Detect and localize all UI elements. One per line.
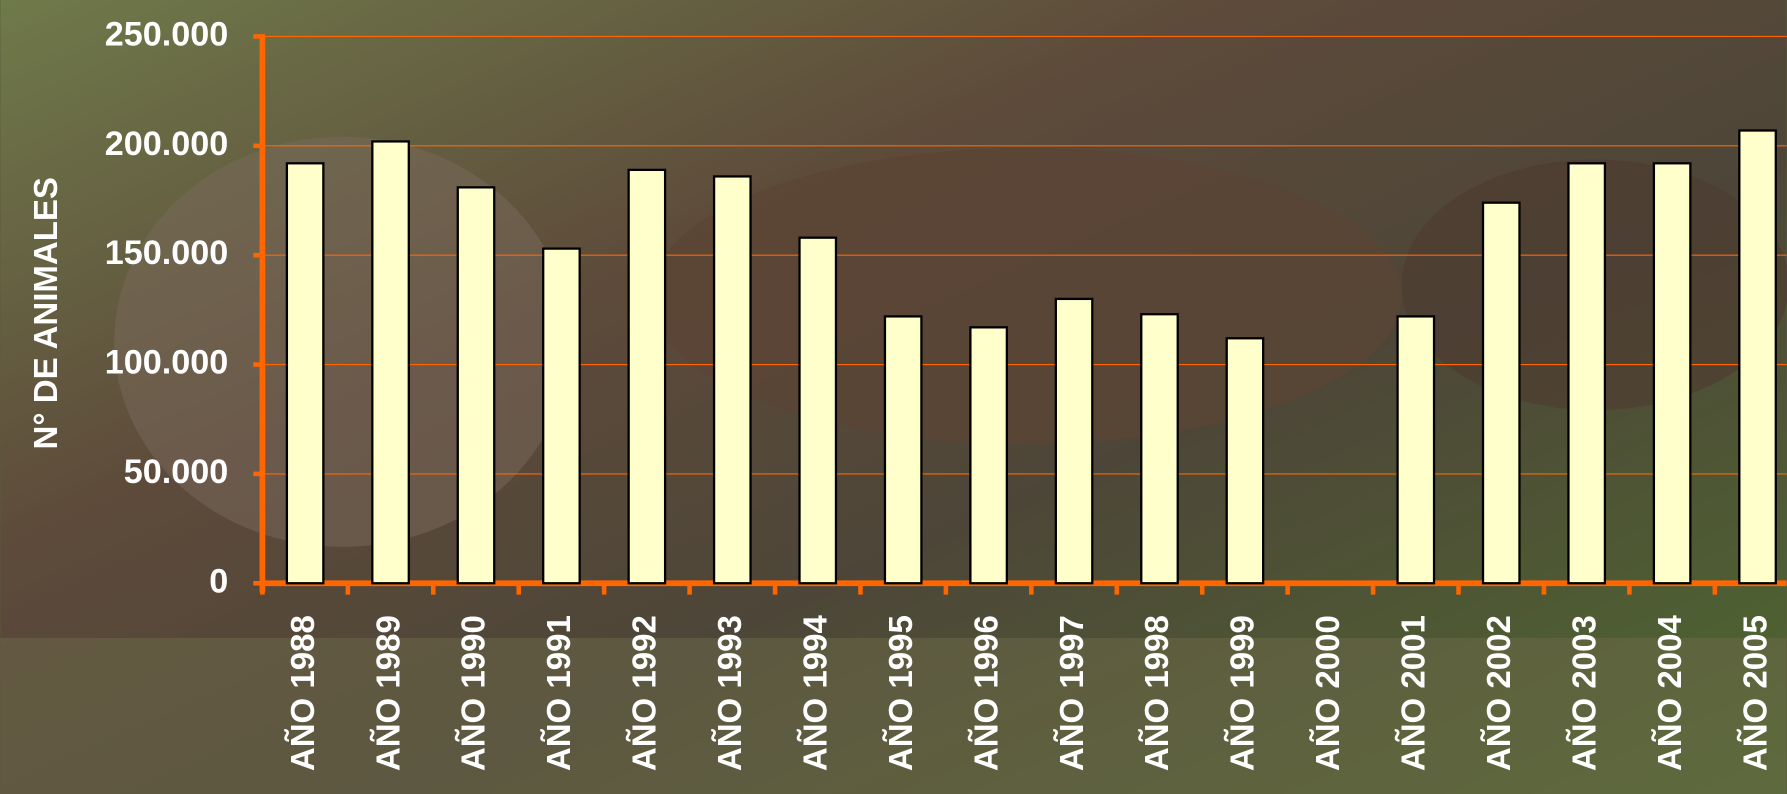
x-tick-label: AÑO 1990 bbox=[455, 615, 492, 771]
bar bbox=[542, 247, 581, 585]
x-tick-label: AÑO 1988 bbox=[284, 615, 321, 771]
bar bbox=[883, 315, 923, 585]
x-tick-label: AÑO 1996 bbox=[967, 615, 1004, 771]
y-tick-label: 0 bbox=[209, 562, 228, 600]
x-tick-label: AÑO 1992 bbox=[626, 615, 663, 771]
bar bbox=[1567, 162, 1607, 585]
y-tick-label: 200.000 bbox=[105, 125, 228, 163]
x-tick-label: AÑO 1993 bbox=[711, 615, 748, 771]
bar bbox=[371, 140, 410, 585]
bar bbox=[1652, 162, 1692, 585]
bar bbox=[1396, 315, 1436, 585]
x-tick-label: AÑO 1989 bbox=[369, 615, 406, 771]
x-tick-label: AÑO 2001 bbox=[1395, 615, 1432, 771]
y-tick-label: 150.000 bbox=[105, 234, 228, 272]
background-shape bbox=[649, 148, 1402, 445]
bar bbox=[285, 162, 325, 585]
bar bbox=[1225, 337, 1265, 585]
x-tick-label: AÑO 2002 bbox=[1480, 615, 1517, 771]
bar bbox=[627, 168, 667, 585]
y-tick-label: 250.000 bbox=[105, 15, 228, 53]
bar bbox=[456, 186, 496, 585]
bar bbox=[1140, 313, 1179, 585]
bar bbox=[798, 236, 838, 585]
x-tick-label: AÑO 2005 bbox=[1736, 615, 1773, 771]
x-tick-label: AÑO 2004 bbox=[1651, 615, 1688, 772]
bar bbox=[712, 175, 752, 585]
x-tick-label: AÑO 1999 bbox=[1224, 615, 1261, 771]
y-axis-title: N° DE ANIMALES bbox=[27, 177, 64, 449]
x-tick-label: AÑO 2000 bbox=[1309, 615, 1346, 771]
bar bbox=[1054, 297, 1094, 585]
x-tick-label: AÑO 1997 bbox=[1053, 615, 1090, 771]
x-tick-label: AÑO 1994 bbox=[796, 615, 833, 772]
y-tick-label: 50.000 bbox=[124, 453, 228, 491]
x-tick-label: AÑO 1991 bbox=[540, 615, 577, 771]
background-shape bbox=[114, 136, 570, 547]
x-tick-label: AÑO 1998 bbox=[1138, 615, 1175, 771]
y-tick-label: 100.000 bbox=[105, 344, 228, 382]
x-tick-label: AÑO 1995 bbox=[882, 615, 919, 771]
bar bbox=[1738, 129, 1777, 585]
x-tick-label: AÑO 2003 bbox=[1565, 615, 1602, 771]
bar bbox=[969, 326, 1008, 585]
bar bbox=[1481, 201, 1521, 585]
background-ground bbox=[0, 637, 1787, 794]
